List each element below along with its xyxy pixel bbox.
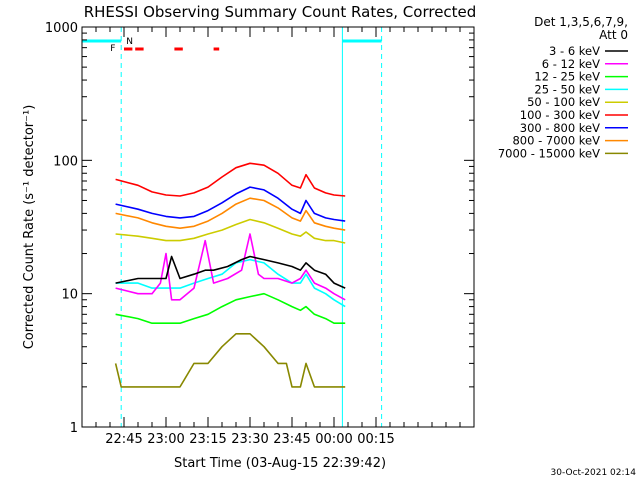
legend-entry-label: 25 - 50 keV: [534, 82, 600, 96]
y-tick-label: 10: [61, 288, 78, 303]
legend-entry-label: 7000 - 15000 keV: [498, 146, 600, 160]
x-tick-label: 23:15: [189, 432, 226, 447]
series-line: [115, 162, 346, 197]
x-tick-label: 23:45: [273, 432, 310, 447]
flag-letter-n: N: [126, 37, 133, 47]
y-tick-label: 100: [53, 154, 78, 169]
legend-entry-label: 50 - 100 keV: [527, 95, 600, 109]
x-tick-label: 00:15: [357, 432, 394, 447]
x-axis: 22:45 23:00 23:15 23:30 23:45 00:00 00:15: [81, 27, 475, 447]
footer-timestamp: 30-Oct-2021 02:14: [551, 468, 637, 478]
legend-entry-label: 6 - 12 keV: [542, 57, 600, 71]
legend-header-1: Det 1,3,5,6,7,9,: [534, 15, 628, 29]
x-tick-label: 23:00: [147, 432, 184, 447]
series-line: [115, 292, 346, 325]
x-tick-label: 22:45: [105, 432, 142, 447]
series-line: [115, 258, 346, 308]
series-line: [115, 255, 346, 289]
x-axis-label: Start Time (03-Aug-15 22:39:42): [174, 456, 386, 471]
y-axis-label: Corrected Count Rate (s⁻¹ detector⁻¹): [22, 105, 37, 350]
series-line: [115, 218, 346, 244]
series-line: [115, 233, 346, 301]
chart-title: RHESSI Observing Summary Count Rates, Co…: [84, 3, 477, 21]
series-line: [115, 197, 346, 231]
flag-letter-f: F: [110, 44, 115, 54]
y-tick-label: 1: [70, 421, 78, 436]
legend-entry-label: 12 - 25 keV: [534, 70, 600, 84]
x-tick-label: 00:00: [315, 432, 352, 447]
y-axis: 1 10 100 1000: [45, 21, 474, 436]
legend-entry-label: 800 - 7000 keV: [512, 134, 600, 148]
legend-entry-label: 100 - 300 keV: [520, 108, 600, 122]
series-line: [114, 332, 346, 388]
series-line: [115, 186, 346, 222]
legend-header-2: Att 0: [599, 28, 628, 42]
plot-area: FN: [81, 27, 383, 427]
legend-entry-label: 3 - 6 keV: [549, 44, 600, 58]
y-tick-label: 1000: [45, 21, 78, 36]
x-tick-label: 23:30: [231, 432, 268, 447]
legend-entry-label: 300 - 800 keV: [520, 121, 600, 135]
